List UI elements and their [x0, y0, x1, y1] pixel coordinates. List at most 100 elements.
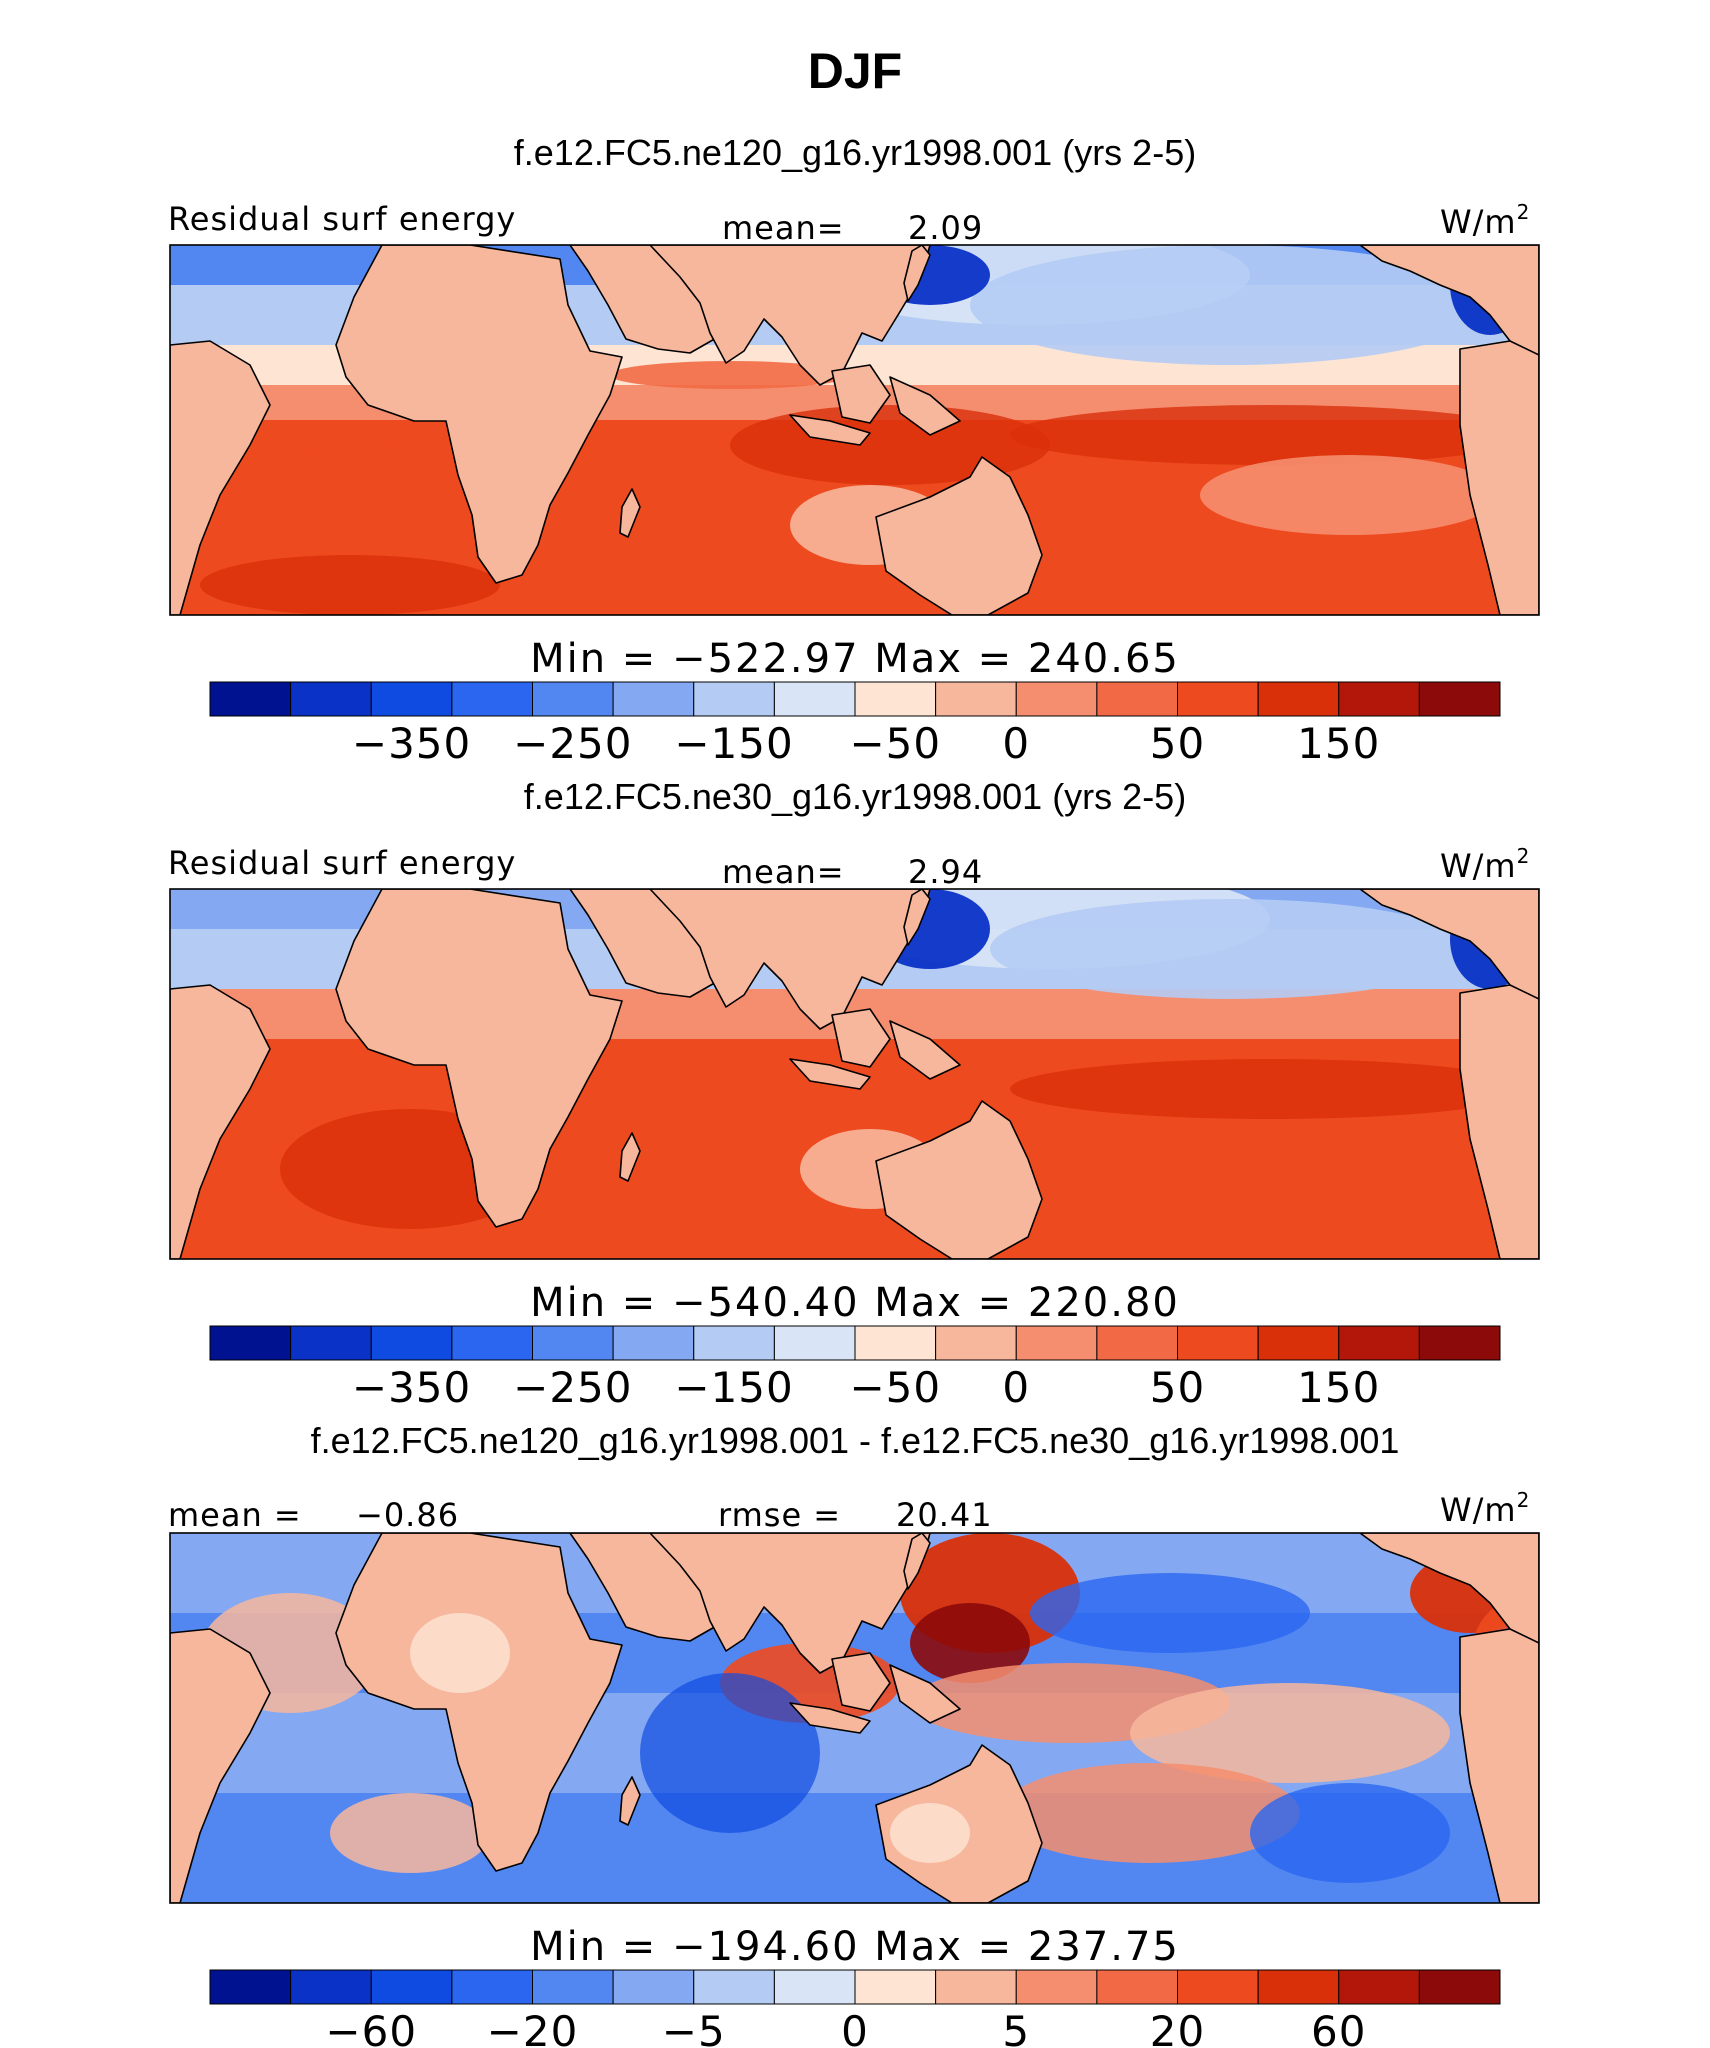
- panel-1-map: [170, 245, 1539, 615]
- panel-3-field-anomaly: [910, 1603, 1030, 1683]
- panel-3-colorbar-swatch: [1096, 1969, 1178, 2005]
- panel-1-colorbar-swatch: [854, 681, 937, 717]
- panel-3-field-anomaly: [1030, 1573, 1310, 1653]
- panel-1-coastline: [1359, 245, 1539, 366]
- panel-3-field-anomaly: [330, 1793, 490, 1873]
- panel-3-colorbar-swatch: [935, 1969, 1017, 2005]
- panel-3-rmse-label: rmse =: [718, 1496, 842, 1534]
- panel-2-variable-label: Residual surf energy: [168, 844, 517, 882]
- panel-3-units-sup: 2: [1516, 1488, 1531, 1512]
- panel-2-mean-label: mean=: [722, 853, 845, 891]
- panel-2-min-value: −540.40: [672, 1280, 860, 1326]
- panel-3-colorbar-swatch: [1015, 1969, 1098, 2005]
- panel-2-mean-value: 2.94: [908, 853, 984, 891]
- panel-1-colorbar-swatch: [1177, 681, 1259, 717]
- panel-3-max-value: 237.75: [1027, 1924, 1180, 1970]
- panel-3-colorbar-swatch: [451, 1969, 533, 2005]
- panel-3-colorbar-tick-label: 60: [1311, 2007, 1366, 2048]
- panel-1-coastline: [789, 364, 961, 446]
- panel-1-colorbar-tick-label: 50: [1150, 719, 1205, 768]
- panel-3-min-label: Min: [530, 1924, 608, 1970]
- panel-1-title: f.e12.FC5.ne120_g16.yr1998.001 (yrs 2-5): [513, 132, 1197, 173]
- panel-3-coastline: [619, 1776, 641, 1826]
- panel-1-field-anomaly: [610, 361, 850, 389]
- panel-1-map-frame: [169, 244, 1540, 616]
- panel-2-units-base: W/m: [1440, 847, 1517, 885]
- panel-3-min-value: −194.60: [672, 1924, 860, 1970]
- panel-2-coastline: [875, 1100, 1043, 1259]
- panel-3-colorbar-swatch: [370, 1969, 453, 2005]
- panel-1-colorbar-tick-label: −50: [849, 719, 941, 768]
- panel-1-field-anomaly: [1010, 405, 1530, 465]
- panel-2-colorbar-swatch: [1257, 1325, 1340, 1361]
- panel-3-colorbar-swatch: [693, 1969, 775, 2005]
- panel-2-coastline: [903, 889, 931, 946]
- panel-1-coastline: [649, 245, 931, 386]
- panel-1-colorbar-swatch: [773, 681, 856, 717]
- panel-3-units-base: W/m: [1440, 1491, 1517, 1529]
- panel-2-coastline: [649, 889, 931, 1030]
- panel-2-colorbar-swatch: [370, 1325, 453, 1361]
- panel-1-colorbar-tick-label: −250: [513, 719, 632, 768]
- panel-2-map-frame: [169, 888, 1540, 1260]
- panel-1-colorbar-swatch: [1096, 681, 1178, 717]
- panel-2-colorbar-tick-label: −50: [849, 1363, 941, 1412]
- panel-1-colorbar-swatch: [370, 681, 453, 717]
- panel-2-colorbar-swatch: [773, 1325, 856, 1361]
- panel-3-coastline: [649, 1533, 931, 1674]
- panel-3-map-frame: [169, 1532, 1540, 1904]
- panel-1-colorbar-tick-label: 150: [1297, 719, 1380, 768]
- panel-1-colorbar-swatch: [1015, 681, 1098, 717]
- panel-2-colorbar-tick-label: −350: [352, 1363, 471, 1412]
- panel-2-min-label: Min: [530, 1280, 608, 1326]
- panel-2-units-sup: 2: [1516, 844, 1531, 868]
- panel-2-colorbar-swatch: [209, 1325, 292, 1361]
- panel-3-colorbar-tick-label: −5: [662, 2007, 726, 2048]
- panel-1-units-sup: 2: [1516, 200, 1531, 224]
- panel-2-colorbar-swatch: [1338, 1325, 1420, 1361]
- panel-3-mean-value: −0.86: [356, 1496, 460, 1534]
- panel-2-max-value: 220.80: [1027, 1280, 1180, 1326]
- panel-1-coastline: [335, 245, 623, 584]
- panel-1-field-anomaly: [970, 245, 1490, 365]
- panel-1-colorbar-swatch: [532, 681, 614, 717]
- panel-1-colorbar-swatch: [612, 681, 695, 717]
- panel-1-colorbar-swatch: [935, 681, 1017, 717]
- panel-1-max-value: 240.65: [1027, 636, 1180, 682]
- panel-2-map: [170, 889, 1539, 1259]
- panel-1-colorbar-swatch: [693, 681, 775, 717]
- panel-3-coastline: [1359, 1533, 1539, 1654]
- panel-2-max-label: Max: [874, 1280, 963, 1326]
- panel-1-colorbar-swatch: [1338, 681, 1420, 717]
- panel-2-units: W/m2: [1440, 844, 1530, 885]
- panel-2-colorbar-swatch: [693, 1325, 775, 1361]
- panel-1-coastline: [619, 488, 641, 538]
- panel-2-coastline: [170, 984, 271, 1259]
- panel-2-field-anomaly: [1010, 1059, 1530, 1119]
- panel-3-colorbar-tick-label: −20: [487, 2007, 579, 2048]
- panel-3-colorbar-swatch: [209, 1969, 292, 2005]
- panel-3-coastline: [789, 1652, 961, 1734]
- panel-3-colorbar-swatch: [290, 1969, 372, 2005]
- panel-3-colorbar-tick-label: 0: [841, 2007, 869, 2048]
- panel-2-coastline: [789, 1008, 961, 1090]
- panel-3-colorbar-swatch: [1338, 1969, 1420, 2005]
- panel-1-variable-label: Residual surf energy: [168, 200, 517, 238]
- panel-1-field-anomaly: [1200, 455, 1500, 535]
- panel-2-colorbar-swatch: [935, 1325, 1017, 1361]
- panel-1-coastline: [875, 456, 1043, 615]
- panel-3-coastline: [903, 1533, 931, 1590]
- panel-1-colorbar-swatch: [1418, 681, 1501, 717]
- panel-1-colorbar-swatch: [1257, 681, 1340, 717]
- panel-2-minmax: Min = −540.40 Max = 220.80: [530, 1280, 1180, 1326]
- panel-2-colorbar-swatch: [612, 1325, 695, 1361]
- panel-3-land-anomaly: [890, 1803, 970, 1863]
- panel-3-max-label: Max: [874, 1924, 963, 1970]
- panel-3-map: [170, 1533, 1539, 1903]
- panel-1-mean-label: mean=: [722, 209, 845, 247]
- panel-2-coastline: [619, 1132, 641, 1182]
- panel-2-colorbar-swatch: [1177, 1325, 1259, 1361]
- panel-2-coastline: [335, 889, 623, 1228]
- panel-3-coastline: [170, 1628, 271, 1903]
